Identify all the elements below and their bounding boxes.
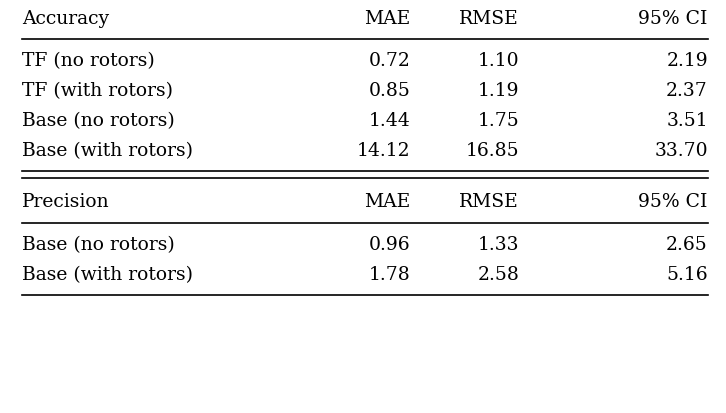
Text: RMSE: RMSE bbox=[460, 192, 519, 211]
Text: 2.65: 2.65 bbox=[666, 235, 708, 254]
Text: Base (no rotors): Base (no rotors) bbox=[22, 112, 174, 130]
Text: 0.96: 0.96 bbox=[369, 235, 410, 254]
Text: Base (no rotors): Base (no rotors) bbox=[22, 235, 174, 254]
Text: 2.37: 2.37 bbox=[666, 82, 708, 100]
Text: 0.85: 0.85 bbox=[368, 82, 410, 100]
Text: 2.58: 2.58 bbox=[477, 266, 519, 283]
Text: 95% CI: 95% CI bbox=[638, 192, 708, 211]
Text: 16.85: 16.85 bbox=[465, 142, 519, 159]
Text: TF (with rotors): TF (with rotors) bbox=[22, 82, 173, 100]
Text: 1.78: 1.78 bbox=[368, 266, 410, 283]
Text: Precision: Precision bbox=[22, 192, 110, 211]
Text: 2.19: 2.19 bbox=[666, 52, 708, 70]
Text: 3.51: 3.51 bbox=[666, 112, 708, 130]
Text: TF (no rotors): TF (no rotors) bbox=[22, 52, 155, 70]
Text: 5.16: 5.16 bbox=[666, 266, 708, 283]
Text: Accuracy: Accuracy bbox=[22, 10, 109, 28]
Text: MAE: MAE bbox=[364, 192, 410, 211]
Text: Base (with rotors): Base (with rotors) bbox=[22, 142, 193, 159]
Text: RMSE: RMSE bbox=[460, 10, 519, 28]
Text: 1.33: 1.33 bbox=[478, 235, 519, 254]
Text: 1.44: 1.44 bbox=[368, 112, 410, 130]
Text: 0.72: 0.72 bbox=[368, 52, 410, 70]
Text: 95% CI: 95% CI bbox=[638, 10, 708, 28]
Text: Base (with rotors): Base (with rotors) bbox=[22, 266, 193, 283]
Text: 1.19: 1.19 bbox=[478, 82, 519, 100]
Text: 1.75: 1.75 bbox=[477, 112, 519, 130]
Text: 1.10: 1.10 bbox=[478, 52, 519, 70]
Text: 14.12: 14.12 bbox=[356, 142, 410, 159]
Text: 33.70: 33.70 bbox=[654, 142, 708, 159]
Text: MAE: MAE bbox=[364, 10, 410, 28]
